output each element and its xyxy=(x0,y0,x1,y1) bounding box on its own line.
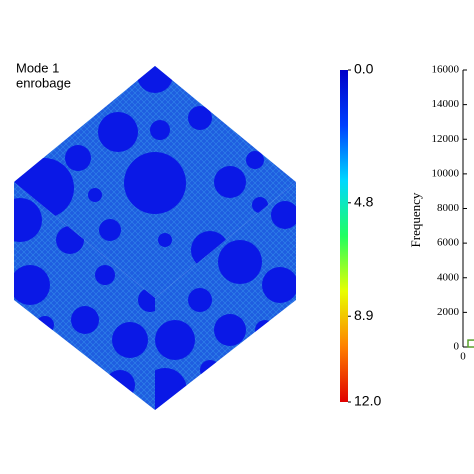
annotation: Mode 1 xyxy=(16,60,59,75)
y-axis-label: Frequency xyxy=(408,192,423,247)
x-tick-label: 0 xyxy=(460,351,466,363)
y-tick-label: 6000 xyxy=(437,237,460,249)
histogram-bar xyxy=(467,339,474,348)
y-tick-label: 16000 xyxy=(432,64,460,76)
y-tick-label: 0 xyxy=(454,341,460,353)
y-tick-label: 4000 xyxy=(437,271,460,283)
cube xyxy=(14,66,296,410)
colorbar-label: 4.8 xyxy=(354,194,374,210)
annotation: enrobage xyxy=(16,75,71,90)
colorbar-label: 8.9 xyxy=(354,307,374,323)
colorbar xyxy=(340,70,348,402)
y-tick-label: 2000 xyxy=(437,306,460,318)
y-tick-label: 8000 xyxy=(437,202,460,214)
colorbar-label: 0.0 xyxy=(354,61,374,77)
y-tick-label: 14000 xyxy=(432,98,460,110)
colorbar-label: 12.0 xyxy=(354,393,381,409)
y-tick-label: 12000 xyxy=(432,133,460,145)
y-tick-label: 10000 xyxy=(432,167,460,179)
